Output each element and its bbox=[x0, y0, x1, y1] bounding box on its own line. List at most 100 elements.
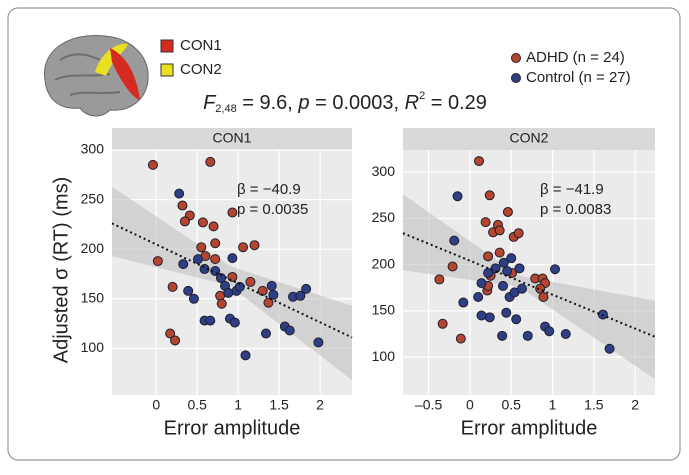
data-point bbox=[240, 350, 251, 361]
x-axis-label: Error amplitude bbox=[164, 417, 301, 439]
annotation: p = 0.0083 bbox=[540, 201, 611, 218]
confidence-band bbox=[403, 194, 655, 380]
y-tick-label: 300 bbox=[372, 163, 396, 179]
data-point bbox=[502, 266, 513, 277]
data-point bbox=[473, 292, 484, 302]
stats-part: 2 bbox=[419, 90, 425, 102]
y-tick-label: 300 bbox=[81, 141, 105, 157]
x-tick-label: 0.5 bbox=[502, 397, 522, 413]
data-point bbox=[522, 330, 533, 341]
y-tick-label: 100 bbox=[81, 339, 105, 355]
data-point bbox=[502, 206, 513, 217]
data-point bbox=[494, 247, 505, 258]
y-tick-label: 150 bbox=[372, 302, 396, 318]
y-tick-label: 150 bbox=[81, 289, 105, 305]
y-tick-label: 100 bbox=[372, 348, 396, 364]
data-point bbox=[474, 156, 485, 167]
data-point bbox=[178, 259, 189, 270]
data-point bbox=[480, 217, 491, 228]
data-point bbox=[223, 287, 234, 298]
x-tick-label: 1 bbox=[234, 397, 242, 413]
data-point bbox=[490, 263, 501, 274]
legend-swatch bbox=[160, 39, 174, 53]
data-point bbox=[196, 242, 207, 253]
data-point bbox=[179, 216, 190, 227]
fit-line bbox=[402, 232, 656, 338]
data-point bbox=[497, 330, 508, 341]
data-point bbox=[216, 298, 227, 309]
data-point bbox=[227, 207, 238, 218]
data-point bbox=[560, 328, 571, 339]
stats-part: = 9.6, bbox=[237, 92, 299, 114]
data-point bbox=[152, 256, 163, 267]
stats-part: = 0.29 bbox=[425, 92, 487, 114]
stats-part: 2,48 bbox=[215, 103, 236, 115]
annotation: β = −40.9 bbox=[237, 181, 301, 198]
data-point bbox=[167, 281, 178, 292]
data-point bbox=[476, 278, 487, 289]
stats-part: p bbox=[297, 92, 309, 114]
data-point bbox=[263, 297, 274, 308]
data-point bbox=[193, 254, 204, 265]
stats-part: F bbox=[203, 92, 217, 114]
data-point bbox=[188, 293, 199, 304]
data-point bbox=[260, 328, 271, 339]
data-point bbox=[501, 307, 512, 318]
data-point bbox=[484, 190, 495, 201]
data-point bbox=[170, 335, 181, 346]
data-point bbox=[449, 235, 460, 246]
data-point bbox=[210, 238, 221, 249]
data-point bbox=[229, 317, 240, 328]
panel-title: CON2 bbox=[510, 130, 549, 146]
data-point bbox=[434, 274, 445, 285]
y-tick-label: 250 bbox=[81, 190, 105, 206]
data-point bbox=[494, 225, 505, 236]
y-tick-label: 200 bbox=[372, 255, 396, 271]
x-tick-label: 1 bbox=[549, 397, 557, 413]
data-point bbox=[165, 328, 176, 339]
y-axis-label: Adjusted σ (RT) (ms) bbox=[50, 177, 72, 363]
data-point bbox=[174, 188, 185, 199]
panel-title: CON1 bbox=[213, 130, 252, 146]
y-tick-label: 250 bbox=[372, 209, 396, 225]
annotation: p = 0.0035 bbox=[237, 201, 308, 218]
x-tick-label: 2 bbox=[631, 397, 639, 413]
x-tick-label: 1.5 bbox=[584, 397, 604, 413]
data-point bbox=[208, 221, 219, 232]
data-point bbox=[295, 290, 306, 301]
data-point bbox=[268, 289, 279, 300]
x-tick-label: 1.5 bbox=[269, 397, 289, 413]
data-point bbox=[458, 297, 469, 308]
data-point bbox=[249, 240, 260, 251]
data-point bbox=[257, 285, 268, 296]
data-point bbox=[452, 191, 463, 202]
data-point bbox=[227, 253, 238, 264]
x-tick-label: 0 bbox=[152, 397, 160, 413]
legend-swatch bbox=[160, 63, 174, 77]
x-tick-label: 0.5 bbox=[187, 397, 207, 413]
data-point bbox=[437, 318, 448, 329]
data-point bbox=[604, 343, 615, 354]
x-tick-label: 2 bbox=[316, 397, 324, 413]
data-point bbox=[513, 228, 524, 239]
fit-line bbox=[111, 222, 353, 339]
data-point bbox=[284, 325, 295, 336]
legend-label: CON1 bbox=[180, 37, 222, 54]
data-point bbox=[516, 283, 527, 294]
data-point bbox=[205, 315, 216, 326]
stats-part: = 0.0003, bbox=[310, 92, 405, 114]
data-point bbox=[544, 326, 555, 337]
legend-label: ADHD (n = 24) bbox=[526, 49, 625, 66]
stats-part: R bbox=[405, 92, 419, 114]
data-point bbox=[447, 261, 458, 272]
data-point bbox=[147, 159, 158, 170]
data-point bbox=[538, 292, 549, 302]
data-point bbox=[177, 200, 188, 211]
data-point bbox=[511, 314, 522, 325]
data-point bbox=[476, 310, 487, 321]
legend-marker bbox=[511, 53, 521, 63]
brain-icon bbox=[43, 34, 149, 117]
data-point bbox=[313, 337, 324, 348]
x-tick-label: –0.5 bbox=[415, 397, 442, 413]
data-point bbox=[205, 156, 216, 167]
